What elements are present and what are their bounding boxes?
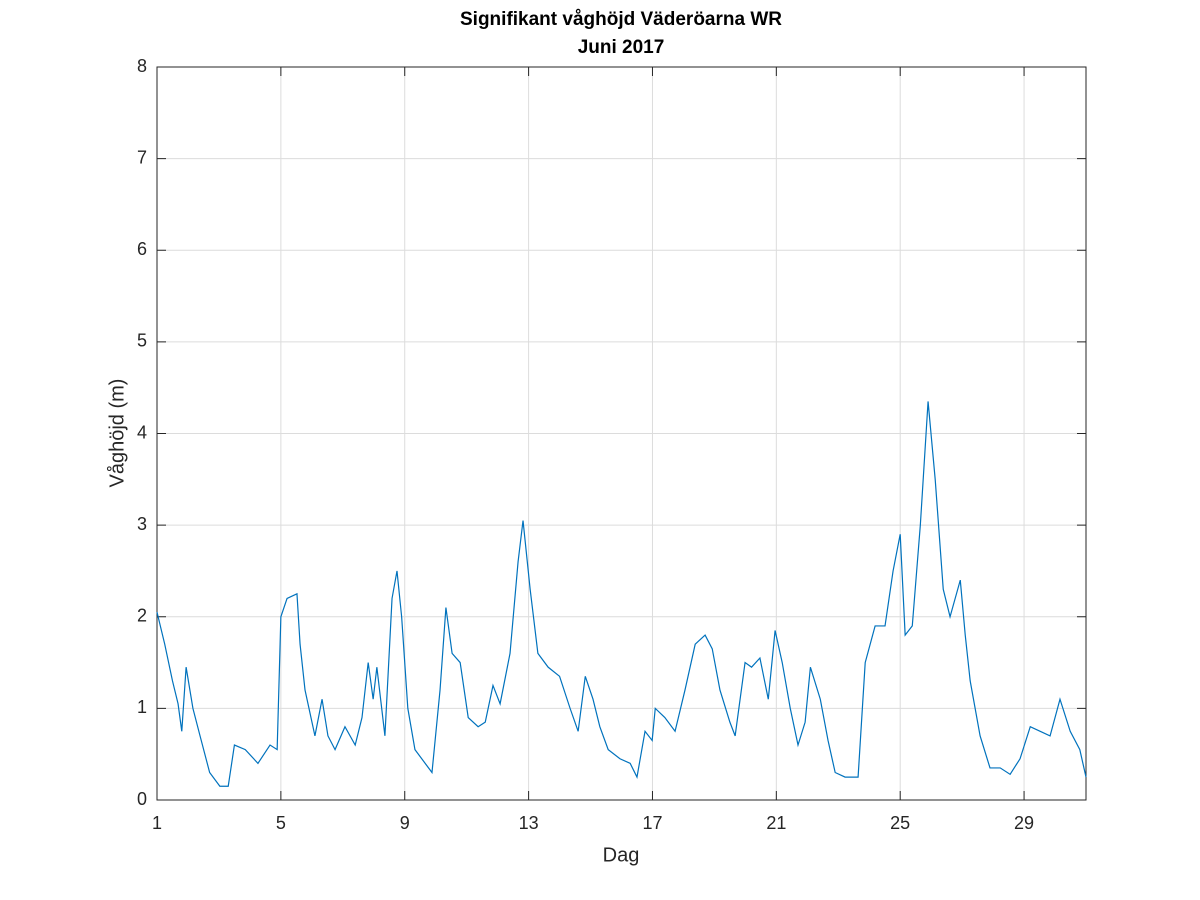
x-tick-label: 9 — [400, 813, 410, 833]
y-axis-label: Våghöjd (m) — [106, 379, 128, 488]
x-tick-label: 21 — [766, 813, 786, 833]
y-tick-label: 7 — [137, 147, 147, 167]
chart-title: Signifikant våghöjd Väderöarna WR — [460, 9, 782, 30]
y-tick-label: 5 — [137, 331, 147, 351]
y-tick-label: 2 — [137, 606, 147, 626]
y-tick-label: 4 — [137, 422, 147, 442]
x-tick-label: 29 — [1014, 813, 1034, 833]
x-tick-label: 25 — [890, 813, 910, 833]
x-tick-label: 1 — [152, 813, 162, 833]
y-tick-label: 0 — [137, 789, 147, 809]
y-tick-label: 6 — [137, 239, 147, 259]
data-line — [156, 401, 1087, 787]
y-tick-label: 1 — [137, 697, 147, 717]
plot-frame — [156, 66, 1087, 801]
x-axis-label: Dag — [603, 844, 640, 866]
x-tick-label: 5 — [276, 813, 286, 833]
chart-subtitle: Juni 2017 — [578, 37, 665, 58]
y-tick-label: 3 — [137, 514, 147, 534]
y-tick-label: 8 — [137, 56, 147, 76]
x-tick-label: 13 — [519, 813, 539, 833]
x-tick-label: 17 — [642, 813, 662, 833]
